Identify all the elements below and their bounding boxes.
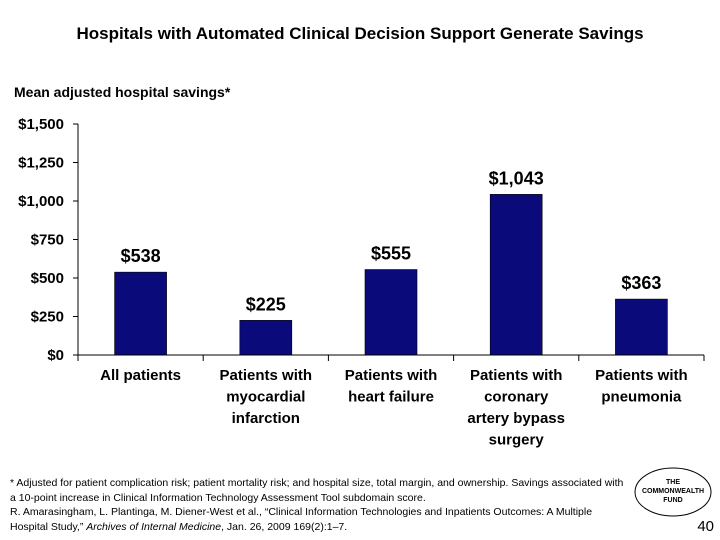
bar-data-label: $555 (371, 244, 411, 264)
reference-journal: Archives of Internal Medicine (86, 520, 222, 533)
logo-line-the: THE (666, 479, 680, 486)
reference-citation: , Jan. 26, 2009 169(2):1–7. (221, 520, 348, 533)
logo-line-fund: FUND (663, 497, 683, 504)
y-tick-label: $1,500 (18, 116, 64, 133)
x-axis: All patients Patients with myocardial infar… (77, 354, 705, 449)
page-number: 40 (697, 518, 714, 535)
slide-title: Hospitals with Automated Clinical Decisi… (76, 24, 644, 43)
footnote-reference: R. Amarasingham, L. Plantinga, M. Diener… (10, 505, 630, 534)
bar (489, 194, 543, 356)
y-tick-label: $1,250 (18, 155, 64, 172)
chart-subtitle: Mean adjusted hospital savings* (14, 84, 231, 100)
x-category-label: Patients with heart failure (345, 367, 438, 406)
bar (615, 298, 668, 356)
bar-chart: $0 $250 $500 $750 $1,000 $1,250 $1,500 $538 $22… (18, 116, 705, 449)
y-tick-label: $250 (31, 309, 64, 326)
bar (114, 271, 167, 356)
reference-authors: R. Amarasingham, L. Plantinga, M. Diener… (10, 506, 593, 533)
bar (364, 269, 418, 356)
y-tick-label: $500 (31, 270, 64, 287)
footnote: * Adjusted for patient complication risk… (10, 476, 630, 534)
bar-data-label: $225 (246, 294, 286, 314)
y-tick-label: $1,000 (18, 193, 64, 210)
y-axis: $0 $250 $500 $750 $1,000 $1,250 $1,500 (18, 116, 79, 364)
footnote-adjustment-note: * Adjusted for patient complication risk… (10, 477, 624, 504)
x-category-label: Patients with coronary artery bypass surger… (467, 367, 565, 449)
y-tick-label: $0 (47, 347, 64, 364)
bar-data-label: $1,043 (489, 168, 544, 188)
logo-line-commonwealth: COMMONWEALTH (641, 488, 705, 495)
bar-data-label: $538 (121, 246, 161, 266)
bars: $538 $225 $555 $1,043 $363 (114, 168, 668, 356)
y-tick-label: $750 (31, 232, 64, 249)
bar-data-label: $363 (621, 273, 661, 293)
x-category-label: All patients (100, 367, 181, 384)
x-category-label: Patients with myocardial infarction (220, 367, 313, 427)
commonwealth-fund-logo: THE COMMONWEALTH FUND (633, 466, 713, 518)
bar (239, 320, 293, 356)
x-category-label: Patients with pneumonia (595, 367, 688, 406)
logo-seal-icon (634, 467, 712, 517)
